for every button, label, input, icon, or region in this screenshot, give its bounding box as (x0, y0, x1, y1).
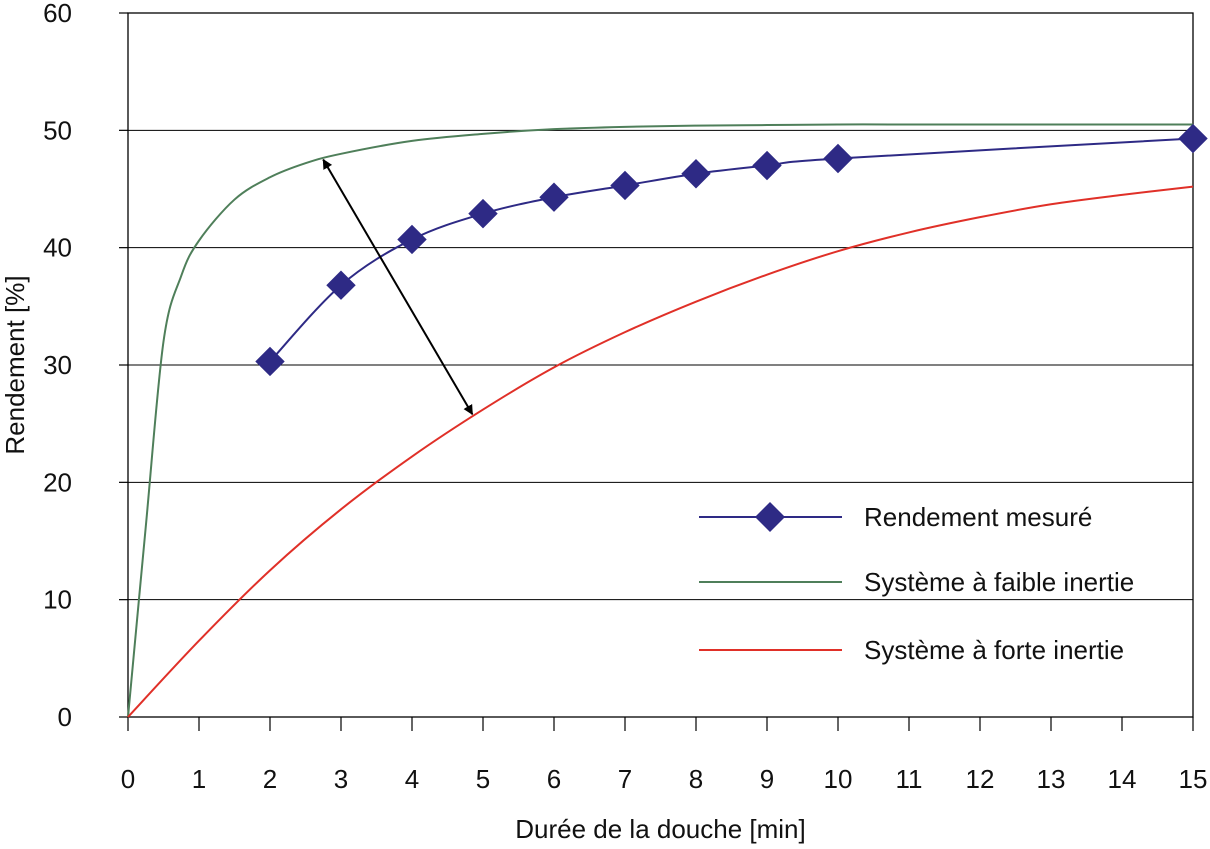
legend-label-systeme-a-forte-inertie: Système à forte inertie (864, 635, 1124, 665)
x-tick-label-4: 4 (405, 764, 419, 794)
y-tick-label-20: 20 (43, 467, 72, 497)
grid-lines (128, 129, 1193, 601)
y-tick-label-50: 50 (43, 115, 72, 145)
x-tick-label-1: 1 (192, 764, 206, 794)
x-tick-label-3: 3 (334, 764, 348, 794)
y-tick-label-40: 40 (43, 233, 72, 263)
data-point-rendement-mesure-4 (397, 224, 427, 255)
data-point-rendement-mesure-7 (610, 170, 640, 201)
x-tick-label-11: 11 (896, 764, 923, 794)
x-tick-label-8: 8 (689, 764, 703, 794)
x-tick-label-9: 9 (760, 764, 774, 794)
double-arrow-annotation (322, 158, 474, 416)
x-axis-title: Durée de la douche [min] (515, 814, 806, 844)
data-point-rendement-mesure-6 (539, 182, 569, 212)
y-tick-label-30: 30 (43, 350, 72, 380)
y-tick-label-10: 10 (43, 585, 72, 615)
data-point-rendement-mesure-15 (1178, 123, 1208, 154)
data-point-rendement-mesure-8 (681, 159, 711, 189)
legend-label-rendement-mesure: Rendement mesuré (864, 502, 1092, 532)
x-axis-ticks: 0 1 2 3 4 5 6 7 8 9 10 11 12 13 14 15 (121, 717, 1208, 794)
x-tick-label-0: 0 (121, 764, 135, 794)
x-tick-label-13: 13 (1037, 764, 1066, 794)
x-tick-label-7: 7 (618, 764, 632, 794)
x-tick-label-15: 15 (1179, 764, 1208, 794)
x-tick-label-6: 6 (547, 764, 561, 794)
legend: Rendement mesuré Système à faible inertie… (699, 502, 1134, 665)
y-tick-label-0: 0 (58, 702, 72, 732)
y-axis-title: Rendement [%] (0, 275, 30, 454)
x-tick-label-5: 5 (476, 764, 490, 794)
x-tick-label-10: 10 (824, 764, 853, 794)
legend-label-systeme-a-faible-inertie: Système à faible inertie (864, 567, 1134, 597)
x-tick-label-14: 14 (1108, 764, 1137, 794)
x-tick-label-12: 12 (966, 764, 995, 794)
data-point-rendement-mesure-2 (255, 346, 285, 377)
y-axis-ticks: 0 10 20 30 40 50 60 (43, 0, 128, 732)
series-line-systeme-a-forte-inertie (127, 185, 1194, 718)
y-tick-label-60: 60 (43, 0, 72, 28)
x-tick-label-2: 2 (263, 764, 277, 794)
series-layer (127, 123, 1208, 718)
data-point-rendement-mesure-10 (823, 143, 853, 174)
data-point-rendement-mesure-9 (752, 150, 782, 181)
series-line-systeme-a-faible-inertie (127, 123, 1193, 718)
data-point-rendement-mesure-5 (468, 198, 498, 229)
legend-marker-rendement-mesure (755, 502, 785, 532)
annotation-layer (322, 158, 474, 416)
